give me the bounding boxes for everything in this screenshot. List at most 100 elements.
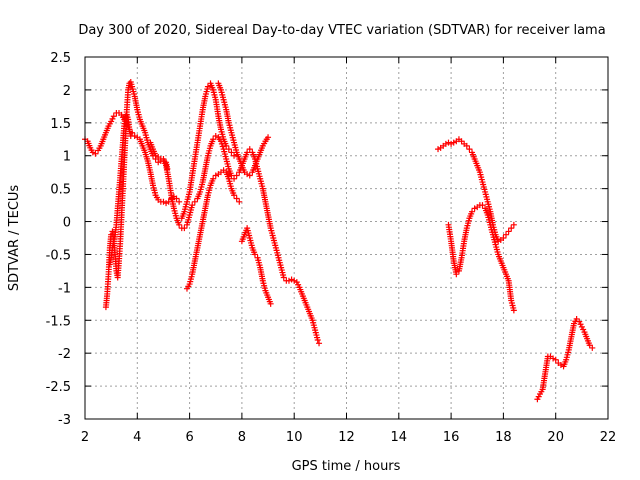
x-tick-label: 20 [547, 430, 564, 445]
x-tick-label: 6 [185, 430, 193, 445]
data-point [508, 225, 515, 232]
data-point [244, 149, 251, 156]
data-point [92, 150, 99, 157]
data-point [236, 198, 243, 205]
data-point [127, 132, 134, 139]
data-point [580, 326, 587, 333]
y-tick-label: -2 [58, 347, 71, 362]
data-point [578, 323, 585, 330]
data-point [576, 318, 583, 325]
series-arc-10 [445, 202, 517, 314]
data-point [589, 344, 596, 351]
x-axis-label: GPS time / hours [292, 459, 401, 474]
y-tick-label: -0.5 [46, 248, 71, 263]
data-point [231, 192, 238, 199]
x-tick-label: 18 [495, 430, 512, 445]
data-point [500, 235, 507, 241]
data-point [246, 172, 253, 179]
data-point [534, 396, 541, 403]
data-point [314, 337, 321, 344]
data-point [233, 172, 240, 179]
x-tick-label: 4 [133, 430, 141, 445]
y-tick-label: 2 [63, 84, 71, 99]
series-arc-4 [147, 139, 171, 172]
data-point [231, 152, 238, 159]
data-point [435, 146, 442, 153]
data-point [210, 175, 217, 182]
data-point [577, 321, 584, 328]
data-point [223, 142, 230, 149]
series-arc-1 [82, 109, 183, 207]
data-point [453, 271, 460, 278]
data-point [231, 175, 238, 182]
data-point [228, 149, 235, 156]
data-point [152, 152, 159, 159]
data-point [586, 342, 593, 349]
data-point [479, 202, 486, 209]
data-point [557, 362, 564, 369]
data-point [160, 198, 167, 205]
data-points [82, 79, 596, 403]
y-axis-label: SDTVAR / TECUs [7, 185, 22, 292]
series-arc-8 [238, 225, 274, 307]
data-point [535, 393, 542, 400]
data-point [505, 228, 512, 235]
data-point [510, 307, 517, 314]
data-point [164, 165, 171, 172]
data-point [458, 138, 465, 145]
data-point [495, 238, 502, 245]
data-point [503, 231, 510, 238]
data-point [204, 83, 211, 90]
y-tick-label: 0 [63, 216, 71, 231]
data-point [212, 172, 219, 179]
data-point [173, 195, 180, 202]
data-point [450, 139, 457, 146]
data-point [246, 146, 253, 153]
y-tick-label: -3 [58, 413, 71, 428]
data-point [251, 251, 258, 258]
data-point [219, 143, 226, 150]
x-tick-label: 10 [286, 430, 303, 445]
data-point [285, 277, 292, 284]
data-point [233, 195, 240, 202]
data-point [176, 221, 183, 228]
data-point [110, 113, 117, 120]
data-point [448, 140, 455, 147]
data-point [291, 277, 298, 284]
data-point [155, 159, 162, 166]
data-point [267, 300, 274, 307]
x-tick-label: 12 [338, 430, 355, 445]
data-point [445, 139, 452, 146]
y-tick-label: 0.5 [50, 183, 71, 198]
data-point [181, 225, 188, 232]
series-arc-9 [435, 136, 517, 245]
grid-lines [85, 57, 608, 419]
x-tick-label: 2 [81, 430, 89, 445]
data-point [471, 205, 478, 212]
data-point [469, 208, 476, 215]
y-tick-label: 2.5 [50, 51, 71, 66]
y-tick-label: -1 [58, 281, 71, 296]
data-point [225, 146, 232, 153]
data-point [573, 315, 580, 322]
data-point [463, 142, 470, 149]
data-point [550, 355, 557, 362]
series-arc-11 [534, 315, 596, 403]
data-point [89, 149, 96, 156]
chart-title: Day 300 of 2020, Sidereal Day-to-day VTE… [78, 23, 605, 38]
data-point [228, 172, 235, 179]
data-point [160, 157, 167, 164]
y-tick-label: -1.5 [46, 314, 71, 329]
series-arc-6 [183, 167, 243, 292]
y-tick-label: 1 [63, 150, 71, 165]
axis-ticks [84, 56, 609, 420]
data-point [280, 274, 287, 281]
y-tick-label: 1.5 [50, 117, 71, 132]
x-tick-label: 8 [238, 430, 246, 445]
data-point [316, 340, 323, 347]
data-point [295, 281, 302, 288]
tick-labels: 2 4 6 8 10 12 14 16 18 20 22-3-2.5-2-1.5-1-0.500.5… [46, 51, 617, 445]
data-point [244, 171, 251, 178]
data-point [163, 200, 170, 207]
